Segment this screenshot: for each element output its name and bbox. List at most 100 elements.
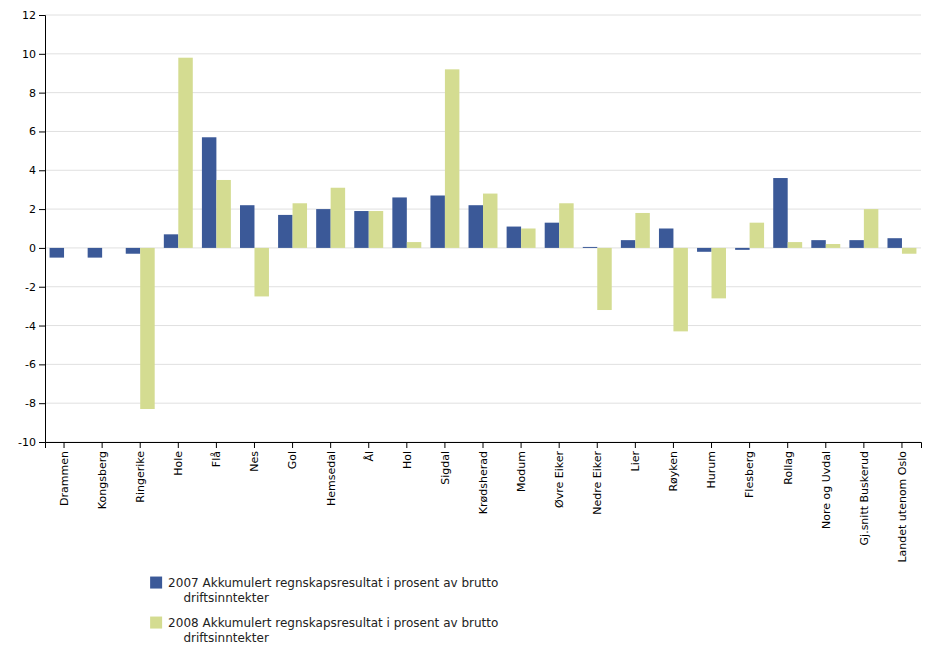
x-tick: Modum (515, 442, 528, 492)
bar (635, 213, 649, 248)
bar (469, 205, 483, 248)
grid-line (45, 170, 921, 171)
y-tick-mark (39, 170, 45, 171)
bar (445, 69, 459, 248)
y-tick-label: -6 (25, 358, 36, 371)
bar (887, 238, 901, 248)
y-tick-mark (39, 442, 45, 443)
legend-swatch (150, 577, 162, 589)
x-tick-label: Drammen (58, 451, 71, 506)
x-tick-label: Flesberg (743, 451, 756, 498)
legend: 2007 Akkumulert regnskapsresultat i pros… (150, 576, 498, 645)
x-tick-label: Hemsedal (325, 451, 338, 506)
x-tick-label: Nedre Eiker (591, 451, 604, 515)
x-tick-label: Rollag (782, 451, 795, 485)
y-tick-mark (39, 403, 45, 404)
grid-line (45, 53, 921, 54)
x-tick-mark (901, 442, 902, 448)
legend-item: 2007 Akkumulert regnskapsresultat i pros… (150, 576, 498, 605)
x-tick: Hol (401, 442, 414, 469)
bar (507, 227, 521, 248)
x-tick: Flå (210, 442, 223, 467)
x-tick-label: Modum (515, 451, 528, 492)
bar (392, 197, 406, 247)
legend-label-line: driftsinntekter (168, 591, 269, 605)
x-tick-mark (863, 442, 864, 448)
bar (278, 215, 292, 248)
y-tick-label: 2 (29, 203, 36, 216)
y-tick-mark (39, 15, 45, 16)
y-tick: 6 (29, 125, 45, 138)
bar (864, 209, 878, 248)
y-tick: -10 (18, 436, 45, 449)
x-tick-label: Nes (248, 451, 261, 472)
y-tick: -2 (25, 281, 45, 294)
x-tick-label: Hol (401, 451, 414, 469)
bar (849, 240, 863, 248)
y-axis-line (39, 16, 46, 443)
x-tick-label: Ringerike (134, 451, 147, 503)
y-tick: 12 (22, 9, 45, 22)
x-axis-line (46, 443, 922, 449)
x-tick-mark (292, 442, 293, 448)
x-axis: Drammen Kongsberg Ringerike Hole Flå Nes Gol He… (46, 442, 922, 563)
legend-label-line: driftsinntekter (168, 631, 269, 645)
bar (164, 234, 178, 248)
x-tick-label: Gol (286, 451, 299, 469)
bar (216, 180, 230, 248)
y-tick: -6 (25, 358, 45, 371)
bar (50, 248, 64, 258)
bar (826, 244, 840, 248)
x-tick: Ål (363, 442, 376, 462)
x-tick: Lier (629, 442, 642, 471)
x-tick: Flesberg (743, 442, 756, 498)
y-tick-label: -10 (18, 436, 36, 449)
x-tick: Drammen (58, 442, 71, 506)
bar (788, 242, 802, 248)
x-tick-label: Øvre Eiker (553, 451, 566, 508)
bar (583, 246, 597, 248)
grid (45, 15, 921, 442)
x-tick-label: Gj.snitt Buskerud (858, 451, 871, 545)
bar (178, 58, 192, 248)
x-tick-label: Ål (363, 451, 376, 462)
y-tick-mark (39, 364, 45, 365)
y-axis: -10-8-6-4-2024681012 (18, 9, 45, 449)
x-tick: Landet utenom Oslo (896, 442, 909, 563)
bars (50, 58, 917, 409)
x-tick: Kongsberg (96, 442, 109, 509)
bar (331, 188, 345, 248)
grid-line (45, 325, 921, 326)
grid-line (45, 403, 921, 404)
x-tick-mark (673, 442, 674, 448)
x-tick: Hurum (705, 442, 718, 488)
x-tick: Øvre Eiker (553, 442, 566, 508)
x-tick-mark (711, 442, 712, 448)
bar (102, 247, 116, 248)
legend-swatch (150, 617, 162, 629)
legend-label-line: 2007 Akkumulert regnskapsresultat i pros… (168, 576, 498, 590)
x-tick-mark (178, 442, 179, 448)
x-tick-label: Sigdal (439, 451, 452, 485)
y-tick-label: 8 (29, 87, 36, 100)
x-tick-mark (749, 442, 750, 448)
grid-line (45, 15, 921, 16)
x-tick-mark (483, 442, 484, 448)
grid-line (45, 364, 921, 365)
y-tick: 2 (29, 203, 45, 216)
x-tick-mark (635, 442, 636, 448)
x-tick-mark (216, 442, 217, 448)
x-tick-mark (406, 442, 407, 448)
bar-series (140, 58, 916, 409)
x-tick-label: Hole (172, 451, 185, 476)
bar (483, 194, 497, 248)
bar (773, 178, 787, 248)
bar (735, 248, 749, 250)
y-tick-label: 0 (29, 242, 36, 255)
bar (559, 203, 573, 248)
x-tick: Krødsherad (477, 442, 490, 514)
y-tick-label: -4 (25, 320, 36, 333)
x-tick-mark (559, 442, 560, 448)
x-tick: Rollag (782, 442, 795, 485)
y-tick-mark (39, 209, 45, 210)
